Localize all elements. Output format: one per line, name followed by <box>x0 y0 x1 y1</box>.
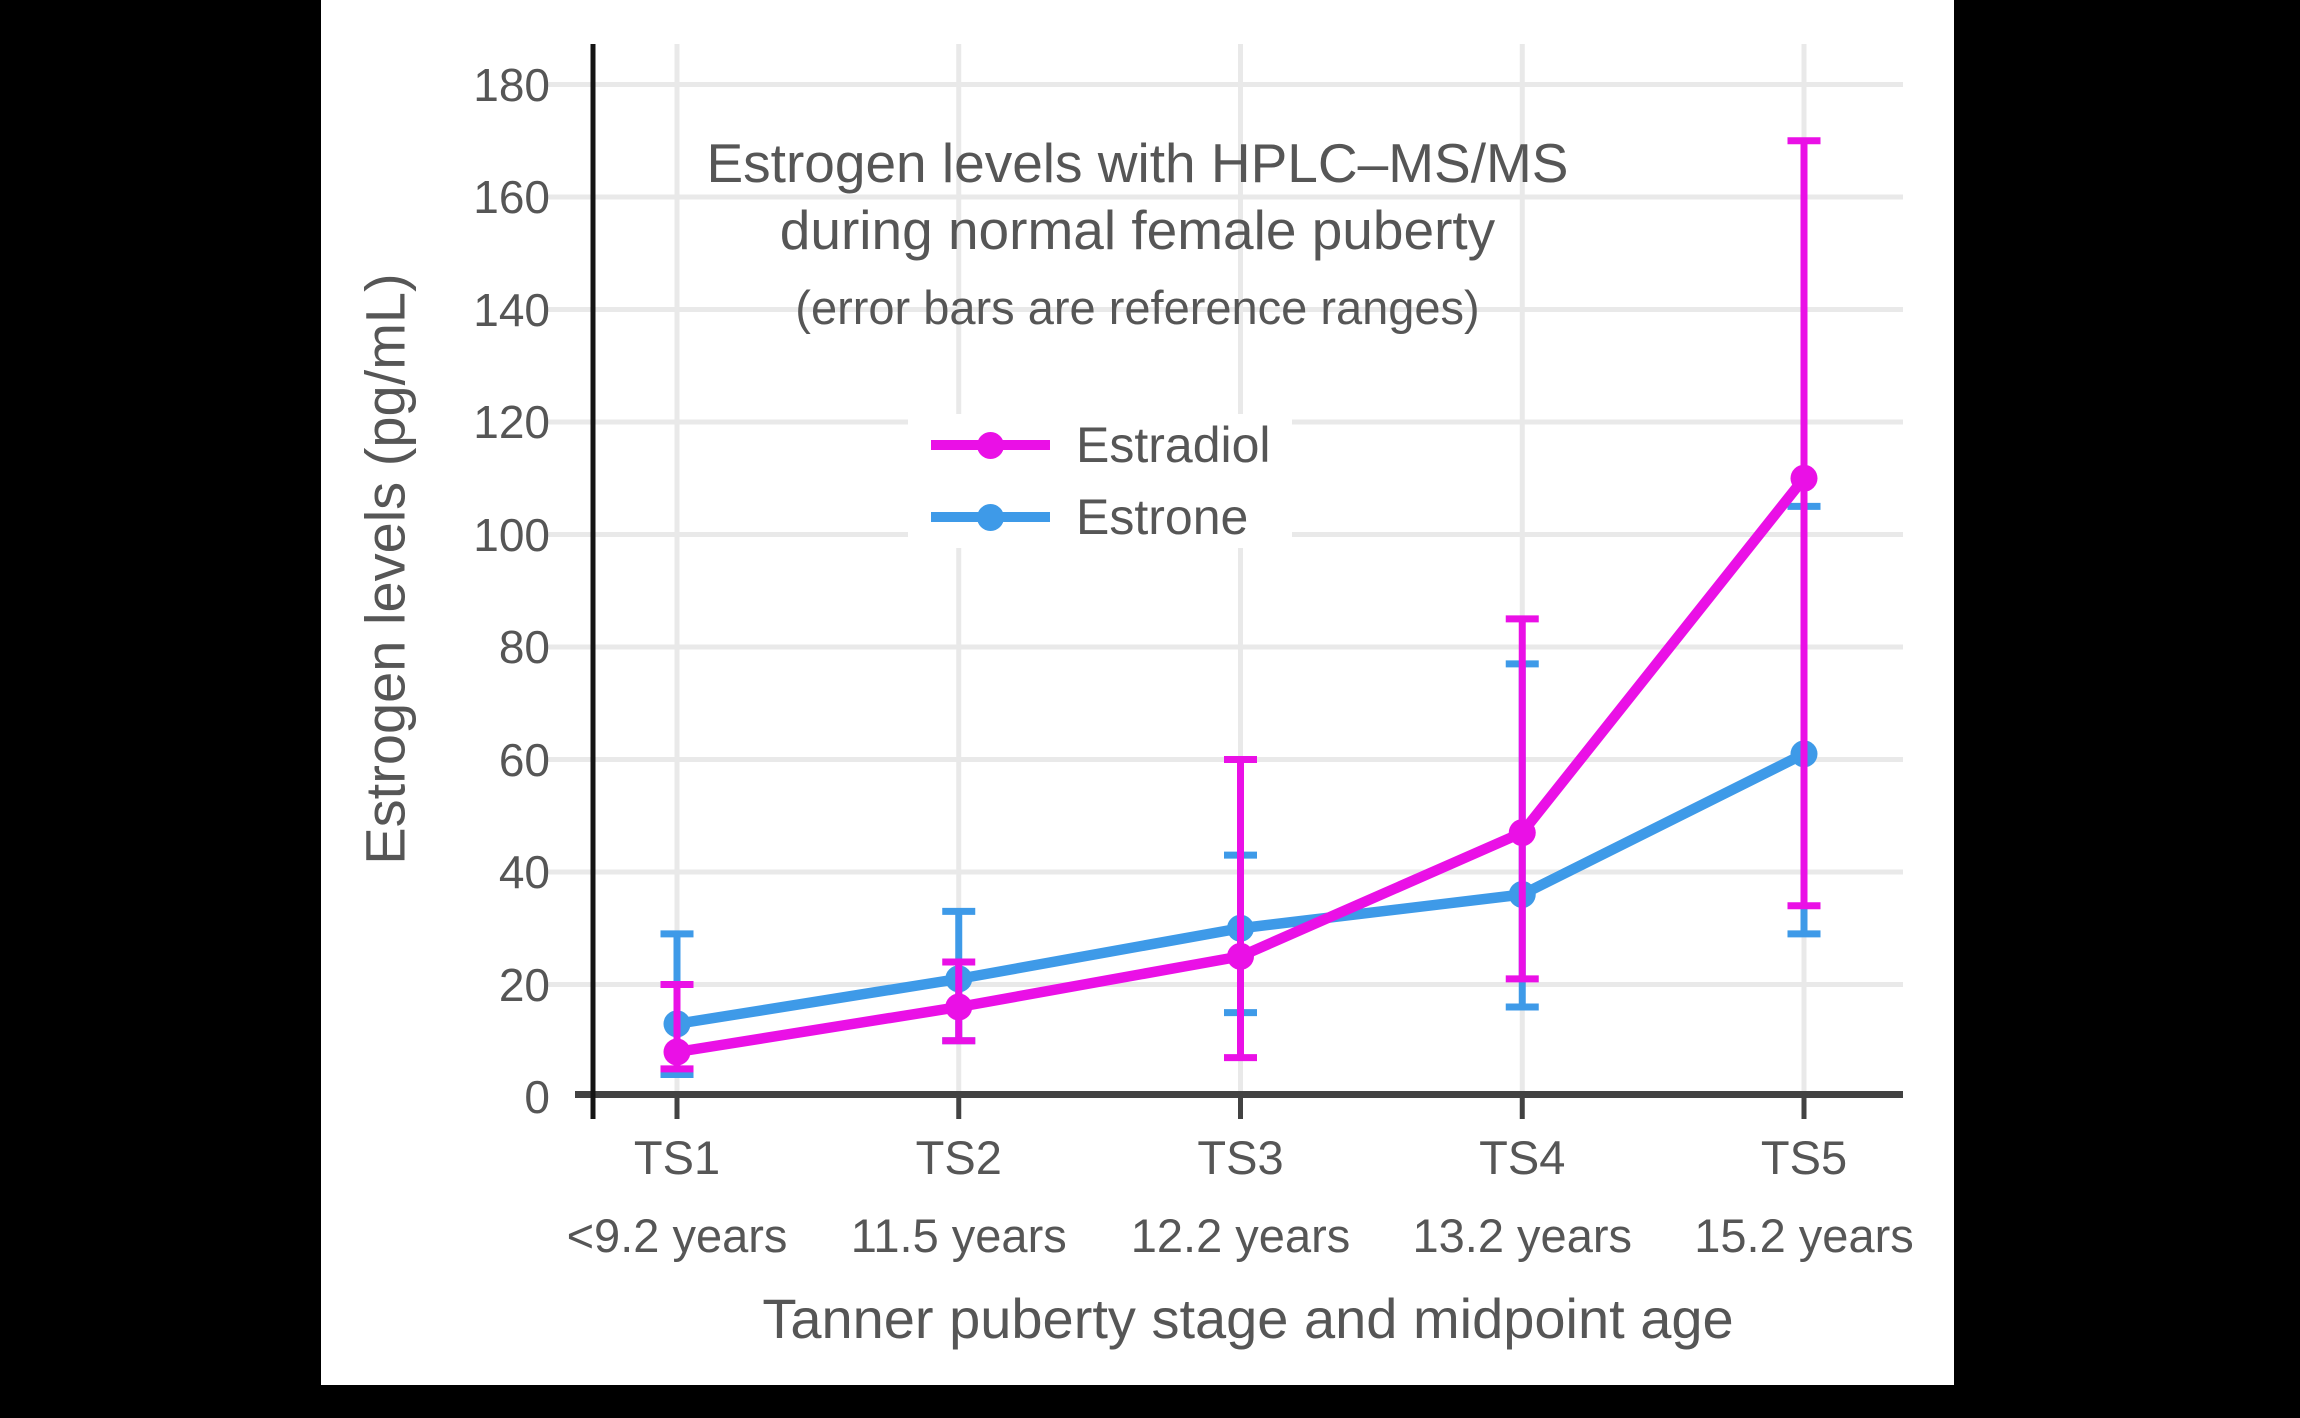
chart-title-block: Estrogen levels with HPLC–MS/MS during n… <box>321 130 1954 336</box>
marker-estradiol-ts4 <box>1508 819 1536 847</box>
estrone-line-marker-swatch <box>931 503 1050 531</box>
chart-title-line-2: during normal female puberty <box>779 199 1496 261</box>
estrone-swatch-dot <box>977 504 1004 531</box>
chart-title-line-1: Estrogen levels with HPLC–MS/MS <box>706 132 1569 194</box>
legend-label-estrone: Estrone <box>1076 489 1249 545</box>
marker-estradiol-ts5 <box>1790 464 1818 492</box>
estradiol-swatch-dot <box>977 432 1004 459</box>
legend-item-estradiol: Estradiol <box>908 414 1292 476</box>
legend: Estradiol Estrone <box>908 414 1292 548</box>
estradiol-line-marker-swatch <box>931 431 1050 459</box>
marker-estradiol-ts3 <box>1227 942 1254 970</box>
legend-item-estrone: Estrone <box>908 486 1292 548</box>
x-axis-title: Tanner puberty stage and midpoint age <box>762 1287 1734 1350</box>
y-axis-title: Estrogen levels (pg/mL) <box>353 273 417 865</box>
legend-label-estradiol: Estradiol <box>1076 417 1271 473</box>
marker-estradiol-ts1 <box>663 1038 691 1066</box>
series-estradiol <box>660 137 1821 1073</box>
chart-subtitle: (error bars are reference ranges) <box>795 281 1480 334</box>
marker-estradiol-ts2 <box>945 993 973 1021</box>
axes <box>575 44 1903 1119</box>
